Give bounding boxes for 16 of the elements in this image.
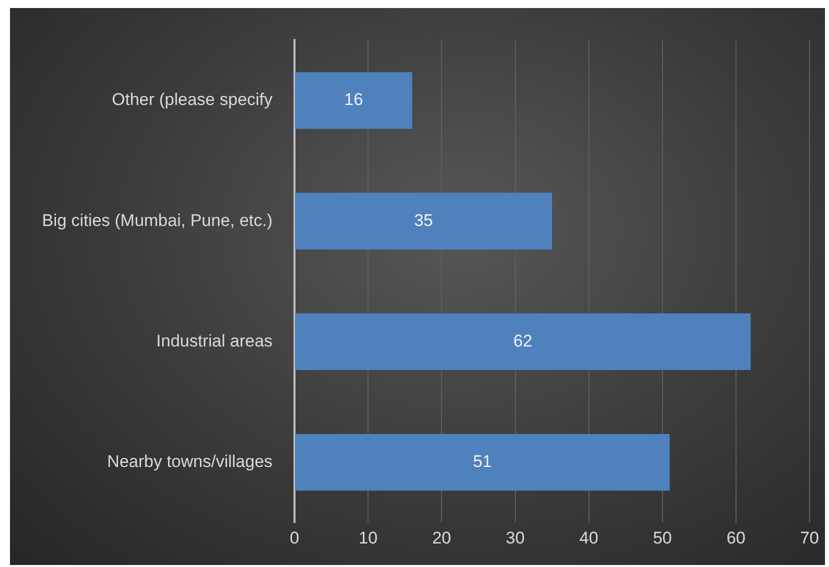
y-tick-label: Nearby towns/villages	[107, 452, 273, 471]
y-tick-label: Industrial areas	[156, 331, 273, 350]
data-label: 51	[472, 452, 492, 471]
y-tick-label: Other (please specify	[112, 90, 274, 110]
data-label: 16	[344, 90, 364, 110]
x-tick-label: 20	[432, 528, 452, 548]
data-label: 35	[414, 210, 433, 230]
x-tick-label: 0	[290, 528, 300, 548]
x-tick-label: 40	[579, 528, 598, 548]
x-tick-label: 60	[726, 528, 746, 548]
x-tick-label: 70	[800, 528, 820, 548]
x-tick-label: 10	[358, 528, 378, 548]
x-tick-label: 50	[652, 528, 672, 548]
data-label: 62	[513, 331, 532, 350]
x-tick-label: 30	[506, 528, 525, 548]
y-tick-label: Big cities (Mumbai, Pune, etc.)	[42, 210, 273, 230]
